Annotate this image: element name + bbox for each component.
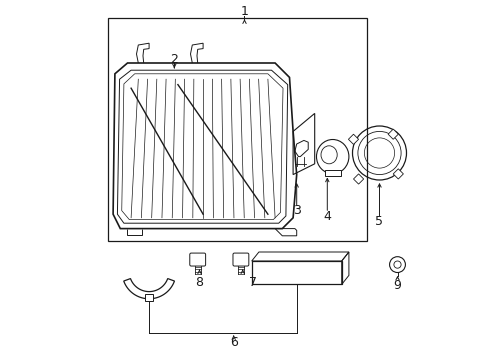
- FancyBboxPatch shape: [189, 253, 205, 266]
- FancyBboxPatch shape: [324, 170, 340, 176]
- Text: 5: 5: [375, 215, 383, 228]
- Text: 1: 1: [240, 5, 248, 18]
- Text: 4: 4: [323, 210, 330, 222]
- FancyBboxPatch shape: [232, 253, 248, 266]
- Bar: [387, 129, 398, 139]
- Text: 7: 7: [249, 276, 257, 289]
- Bar: [107, 18, 366, 241]
- Text: 6: 6: [229, 336, 237, 349]
- Bar: [251, 261, 341, 284]
- Bar: [392, 169, 403, 179]
- Text: 2: 2: [170, 53, 178, 66]
- Text: 3: 3: [292, 204, 300, 217]
- Bar: [353, 174, 363, 184]
- Text: 8: 8: [195, 276, 203, 289]
- Bar: [144, 294, 153, 301]
- Text: 9: 9: [393, 279, 401, 292]
- Bar: [347, 134, 358, 144]
